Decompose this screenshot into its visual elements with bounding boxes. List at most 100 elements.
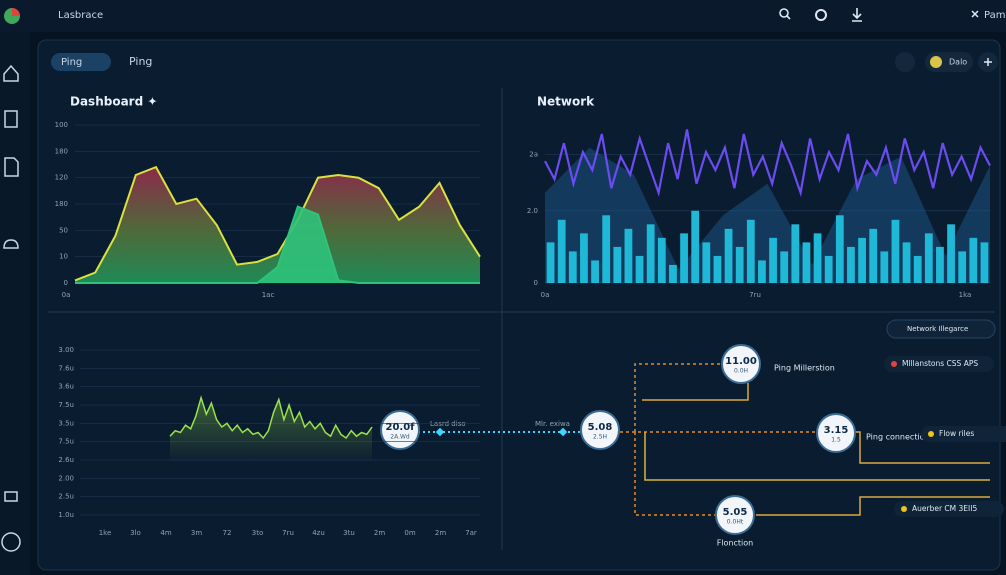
bar [791, 224, 800, 283]
legend-title[interactable]: Network Illegarce [907, 325, 968, 333]
edge-label: Mlr. exiwa [535, 420, 570, 428]
main-panel [37, 39, 1001, 571]
x-tick-label: 4zu [312, 529, 325, 537]
y-tick-label: 120 [55, 174, 68, 182]
area [545, 147, 990, 283]
bar [758, 260, 766, 283]
area-outline [75, 205, 480, 284]
close-icon[interactable] [971, 10, 979, 18]
flow-node [715, 495, 755, 535]
x-tick-label: 2m [374, 529, 385, 537]
bar [613, 246, 622, 283]
bar [824, 255, 833, 283]
y-tick-label: 7.5u [58, 401, 74, 409]
x-tick-label: 0a [62, 291, 71, 299]
x-tick-label: 0m [404, 529, 415, 537]
add-icon [984, 58, 992, 66]
bar [646, 224, 655, 283]
bar [568, 251, 577, 283]
bar [769, 237, 777, 283]
bar [802, 242, 811, 283]
flow-edge [642, 383, 749, 401]
node-sub: 2.5H [593, 434, 607, 441]
home-icon[interactable] [3, 64, 19, 82]
x-tick-label: 1ke [99, 529, 112, 537]
legend-item [921, 426, 1006, 442]
legend-label: Mlllanstons CSS APS [902, 359, 978, 368]
x-tick-label: 2m [435, 529, 446, 537]
legend-label: Flow riles [939, 429, 974, 438]
bar [657, 237, 666, 283]
x-tick-label: 3m [191, 529, 202, 537]
bar [780, 251, 789, 283]
sync-icon[interactable] [815, 9, 827, 21]
flow-node [380, 410, 420, 450]
y-tick-label: 0 [64, 279, 68, 287]
node-sub: 2A.Wd [390, 434, 410, 441]
bar [702, 242, 711, 283]
edge-marker [435, 427, 445, 437]
y-tick-label: 100 [55, 121, 68, 129]
bar [980, 242, 989, 283]
bar [947, 224, 955, 283]
legend-dropdown[interactable] [886, 319, 996, 339]
bar [580, 233, 588, 283]
y-tick-label: 2a [529, 150, 538, 158]
y-tick-label: 2.6u [58, 456, 74, 464]
legend-dot [901, 506, 907, 512]
line [169, 395, 373, 440]
x-tick-label: 72 [223, 529, 232, 537]
node-sub: 0.0Ht [727, 519, 744, 526]
flow-edge [644, 432, 990, 481]
area [75, 167, 480, 283]
file-icon[interactable] [4, 157, 19, 177]
y-tick-label: 7.5u [58, 438, 74, 446]
bar [669, 264, 677, 283]
bar [691, 210, 700, 283]
bar [913, 255, 922, 283]
bar [635, 255, 644, 283]
bar [746, 219, 755, 283]
bar [557, 219, 566, 283]
y-tick-label: 1.0u [58, 511, 74, 519]
node-caption: Ping connection [866, 433, 930, 442]
doc-icon[interactable] [4, 110, 18, 128]
box-icon[interactable] [4, 491, 18, 502]
bar [902, 242, 911, 283]
user-name[interactable]: Pam [984, 10, 1005, 21]
bar [546, 242, 555, 283]
flow-node [816, 413, 856, 453]
app-logo-part [12, 8, 20, 16]
node-sub: 1.5 [831, 437, 841, 444]
cloud-icon[interactable] [3, 239, 19, 249]
download-icon[interactable] [852, 8, 862, 22]
bar [958, 251, 967, 283]
legend-dot [891, 361, 897, 367]
settings-button[interactable] [895, 52, 915, 72]
y-tick-label: 0 [534, 279, 538, 287]
area-outline [74, 165, 481, 282]
x-tick-label: 3tu [343, 529, 355, 537]
y-tick-label: 180 [55, 147, 68, 155]
node-value: 5.08 [588, 422, 613, 433]
power-icon[interactable] [1, 532, 21, 552]
profile-name[interactable]: Dalo [949, 58, 967, 67]
bar [847, 246, 855, 283]
x-tick-label: 3to [252, 529, 263, 537]
search-icon[interactable] [779, 8, 791, 20]
y-tick-label: 2.5u [58, 493, 74, 501]
tab-label[interactable]: Ping [129, 55, 152, 68]
bar [813, 233, 822, 283]
x-tick-label: 3lo [130, 529, 141, 537]
legend-item [894, 501, 1004, 517]
tab-active[interactable] [51, 53, 111, 71]
flow-edge [756, 496, 990, 516]
x-tick-label: 4m [160, 529, 171, 537]
bar [724, 228, 733, 283]
tab-label[interactable]: Ping [61, 57, 82, 68]
flow-edge [634, 363, 722, 432]
bar [880, 251, 889, 283]
y-tick-label: 7.6u [58, 364, 74, 372]
bar [891, 219, 900, 283]
y-tick-label: 2.0 [527, 207, 538, 215]
